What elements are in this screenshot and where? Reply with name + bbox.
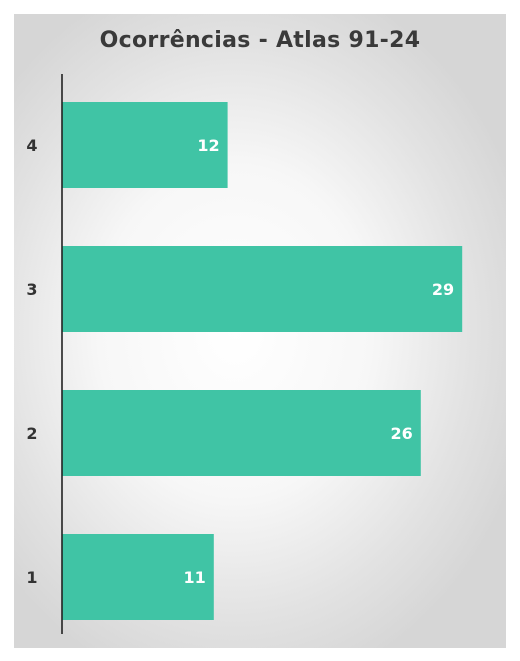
category-label-4: 4 [26,136,37,155]
value-label-1: 11 [184,568,206,587]
bar-3 [62,246,463,332]
category-label-3: 3 [26,280,37,299]
bar-1 [62,534,214,620]
bar-4 [62,102,228,188]
bars-layer [62,102,463,620]
value-label-4: 12 [197,136,219,155]
bar-2 [62,390,421,476]
chart-title: Ocorrências - Atlas 91-24 [99,28,421,53]
chart-frame: Ocorrências - Atlas 91-24 12 4 29 3 26 2 11 1 [14,14,506,648]
category-label-2: 2 [26,424,37,443]
value-label-3: 29 [432,280,454,299]
category-label-1: 1 [26,568,37,587]
value-label-2: 26 [391,424,413,443]
